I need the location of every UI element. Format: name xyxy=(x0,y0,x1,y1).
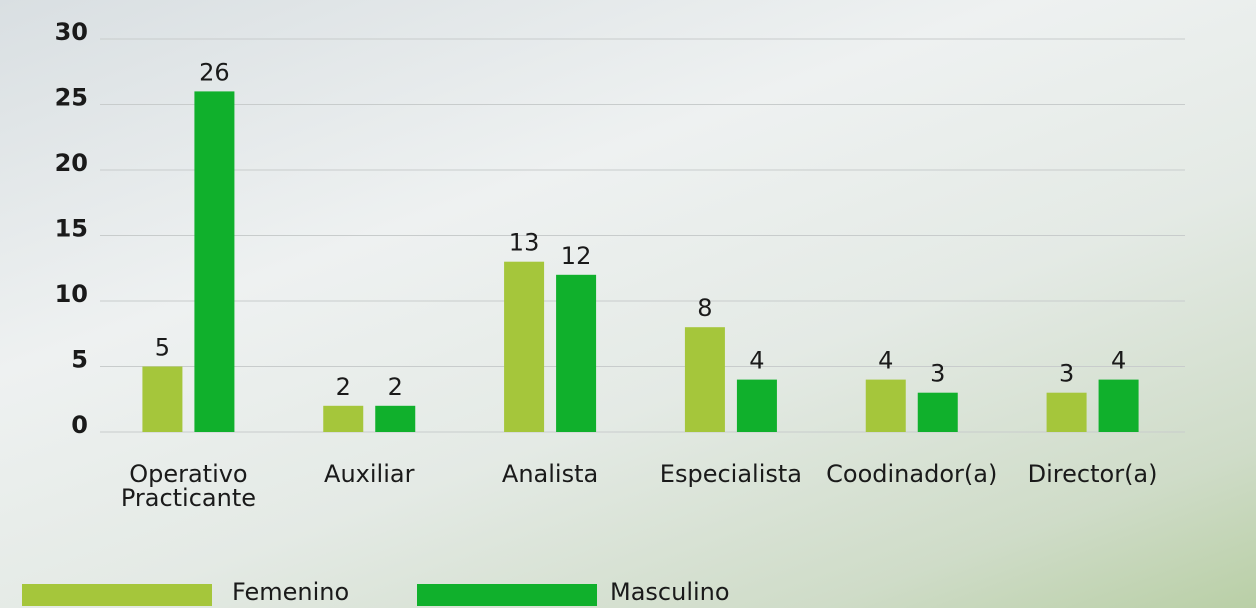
y-tick-label: 20 xyxy=(55,149,88,177)
value-label: 3 xyxy=(930,360,945,388)
value-label: 26 xyxy=(199,58,230,86)
value-label: 12 xyxy=(561,242,592,270)
bar xyxy=(865,379,906,432)
y-tick-label: 10 xyxy=(55,280,88,308)
bar xyxy=(504,261,545,432)
bar xyxy=(556,274,597,432)
legend-swatch xyxy=(417,584,597,606)
x-tick-label: Analista xyxy=(501,460,599,488)
value-label: 13 xyxy=(509,229,540,257)
x-tick-label: Director(a) xyxy=(1027,460,1158,488)
value-label: 5 xyxy=(155,334,170,362)
y-tick-label: 15 xyxy=(55,215,88,243)
x-tick-label: Operativo Practicante xyxy=(120,460,256,512)
x-tick-label: Coodinador(a) xyxy=(826,460,998,488)
bar xyxy=(917,392,958,432)
y-tick-label: 0 xyxy=(71,411,88,439)
value-label: 2 xyxy=(388,373,403,401)
y-tick-label: 25 xyxy=(55,84,88,112)
x-tick-label: Auxiliar xyxy=(324,460,415,488)
x-tick-label: Especialista xyxy=(659,460,802,488)
bar xyxy=(194,91,235,433)
legend-swatch xyxy=(22,584,212,606)
value-label: 3 xyxy=(1059,360,1074,388)
bar xyxy=(736,379,777,432)
bar xyxy=(1046,392,1087,432)
value-label: 2 xyxy=(336,373,351,401)
bar xyxy=(684,327,725,432)
y-tick-label: 5 xyxy=(71,346,88,374)
bar xyxy=(142,366,183,432)
bar xyxy=(1098,379,1139,432)
y-tick-label: 30 xyxy=(55,18,88,46)
legend-label: Masculino xyxy=(610,578,730,606)
legend-label: Femenino xyxy=(232,578,350,606)
bar xyxy=(323,405,364,432)
value-label: 4 xyxy=(749,347,764,375)
value-label: 8 xyxy=(697,294,712,322)
value-label: 4 xyxy=(1111,347,1126,375)
bar xyxy=(375,405,416,432)
value-label: 4 xyxy=(878,347,893,375)
